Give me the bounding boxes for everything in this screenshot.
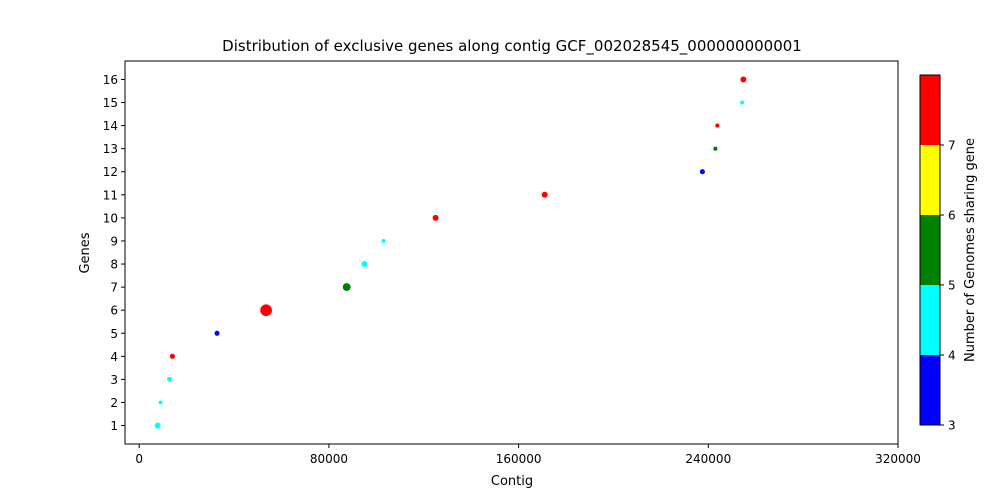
x-tick-label: 80000 [310, 452, 348, 466]
data-point-15 [740, 100, 745, 105]
axes-frame [124, 60, 899, 445]
chart-title: Distribution of exclusive genes along co… [222, 37, 802, 56]
y-tick-label: 15 [103, 96, 118, 110]
colorbar-segment [920, 145, 940, 215]
x-tick-label: 240000 [685, 452, 731, 466]
colorbar-tick-label: 6 [948, 209, 956, 223]
data-point-7 [342, 283, 351, 292]
data-point-1 [154, 422, 161, 429]
colorbar-segment [920, 215, 940, 285]
colorbar-tick-label: 3 [948, 419, 956, 433]
colorbar-tick-label: 5 [948, 279, 956, 293]
data-point-16 [740, 76, 747, 83]
y-axis-label: Genes [78, 232, 93, 273]
y-tick-label: 3 [110, 373, 118, 387]
x-axis-label: Contig [491, 474, 533, 489]
colorbar-tick-label: 7 [948, 139, 956, 153]
colorbar-tick-label: 4 [948, 349, 956, 363]
y-tick-label: 7 [110, 281, 118, 295]
y-tick-label: 14 [103, 119, 118, 133]
x-tick-label: 160000 [496, 452, 542, 466]
colorbar-segment [920, 75, 940, 145]
data-point-11 [541, 191, 548, 198]
data-point-4 [169, 353, 175, 359]
data-point-10 [432, 214, 439, 221]
y-tick-label: 13 [103, 142, 118, 156]
x-tick-label: 320000 [875, 452, 921, 466]
data-point-6 [260, 304, 272, 317]
y-tick-label: 5 [110, 327, 118, 341]
y-tick-label: 16 [103, 73, 118, 87]
data-point-2 [158, 400, 163, 405]
y-tick-label: 11 [103, 188, 118, 202]
x-tick-label: 0 [135, 452, 143, 466]
data-point-13 [713, 146, 718, 151]
y-tick-label: 12 [103, 165, 118, 179]
data-point-14 [715, 123, 720, 128]
plot-area: 0 80000 160000 240000 3200001234567891011121… [103, 60, 921, 466]
colorbar-segment [920, 285, 940, 355]
colorbar-label: Number of Genomes sharing gene [963, 138, 978, 362]
colorbar-segment [920, 355, 940, 425]
y-tick-label: 1 [110, 419, 118, 433]
data-point-5 [214, 330, 220, 336]
data-point-9 [381, 238, 386, 244]
data-point-3 [167, 376, 173, 382]
y-tick-label: 8 [110, 258, 118, 272]
y-tick-label: 9 [110, 234, 118, 248]
y-tick-label: 2 [110, 396, 118, 410]
colorbar: 3 4 5 6 7 [919, 74, 956, 433]
colorbar-frame [919, 74, 941, 426]
y-tick-label: 6 [110, 304, 118, 318]
y-tick-label: 10 [103, 211, 118, 225]
data-point-12 [699, 169, 705, 175]
y-tick-label: 4 [110, 350, 118, 364]
data-point-8 [361, 261, 368, 267]
